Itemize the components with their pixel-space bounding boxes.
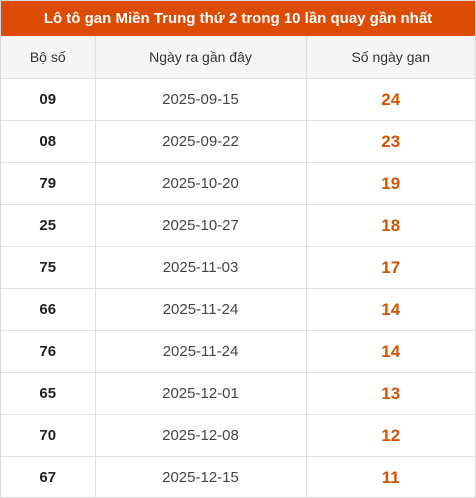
pair-cell: 76 — [1, 330, 95, 373]
pair-cell: 65 — [1, 372, 95, 415]
pair-cell: 66 — [1, 288, 95, 331]
date-cell: 2025-09-15 — [94, 78, 306, 121]
column-header-date: Ngày ra gần đây — [94, 36, 306, 79]
date-cell: 2025-09-22 — [94, 120, 306, 163]
date-cell: 2025-12-08 — [94, 414, 306, 457]
days-cell: 24 — [305, 78, 475, 121]
pair-cell: 09 — [1, 78, 95, 121]
pair-cell: 70 — [1, 414, 95, 457]
table-row: 67 2025-12-15 11 — [1, 456, 475, 498]
pair-cell: 08 — [1, 120, 95, 163]
date-cell: 2025-11-24 — [94, 330, 306, 373]
days-cell: 12 — [305, 414, 475, 457]
days-cell: 18 — [305, 204, 475, 247]
days-cell: 14 — [305, 288, 475, 331]
days-cell: 17 — [305, 246, 475, 289]
days-cell: 19 — [305, 162, 475, 205]
date-cell: 2025-10-20 — [94, 162, 306, 205]
table-row: 25 2025-10-27 18 — [1, 204, 475, 247]
lo-gan-table: Bộ số Ngày ra gần đây Số ngày gan 09 202… — [1, 36, 475, 498]
days-cell: 13 — [305, 372, 475, 415]
date-cell: 2025-10-27 — [94, 204, 306, 247]
days-cell: 23 — [305, 120, 475, 163]
pair-cell: 75 — [1, 246, 95, 289]
pair-cell: 79 — [1, 162, 95, 205]
header-row: Bộ số Ngày ra gần đây Số ngày gan — [1, 36, 475, 79]
pair-cell: 67 — [1, 456, 95, 498]
column-header-days: Số ngày gan — [305, 36, 475, 79]
table-row: 09 2025-09-15 24 — [1, 78, 475, 121]
column-header-pair: Bộ số — [1, 36, 95, 79]
table-row: 66 2025-11-24 14 — [1, 288, 475, 331]
date-cell: 2025-11-24 — [94, 288, 306, 331]
table-row: 08 2025-09-22 23 — [1, 120, 475, 163]
table-row: 79 2025-10-20 19 — [1, 162, 475, 205]
table-row: 76 2025-11-24 14 — [1, 330, 475, 373]
table-title: Lô tô gan Miền Trung thứ 2 trong 10 lần … — [1, 1, 475, 36]
table-row: 70 2025-12-08 12 — [1, 414, 475, 457]
pair-cell: 25 — [1, 204, 95, 247]
days-cell: 11 — [305, 456, 475, 498]
date-cell: 2025-12-01 — [94, 372, 306, 415]
table-row: 75 2025-11-03 17 — [1, 246, 475, 289]
table-row: 65 2025-12-01 13 — [1, 372, 475, 415]
days-cell: 14 — [305, 330, 475, 373]
date-cell: 2025-11-03 — [94, 246, 306, 289]
date-cell: 2025-12-15 — [94, 456, 306, 498]
